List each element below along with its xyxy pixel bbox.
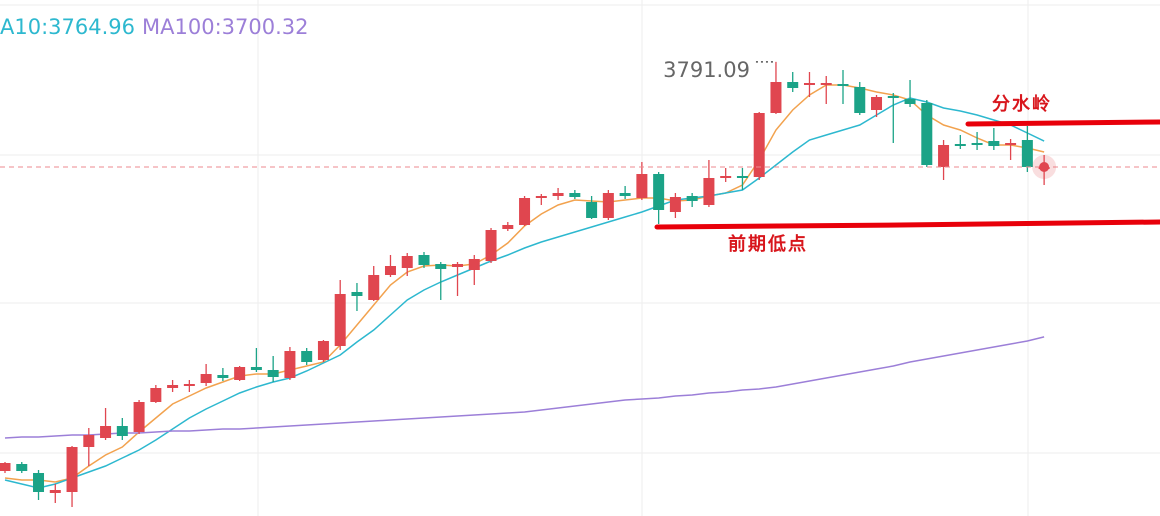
candle-body — [971, 143, 983, 145]
candle-body — [83, 435, 95, 447]
candle-body — [854, 87, 866, 113]
candle-body — [988, 141, 1000, 146]
candle-body — [636, 174, 648, 198]
candle-body — [519, 198, 531, 225]
candle-body — [334, 294, 346, 346]
candle-body — [1005, 143, 1017, 145]
candle-body — [720, 176, 732, 178]
candle-body — [703, 178, 715, 205]
candle-body — [602, 193, 614, 218]
candle-body — [234, 367, 246, 380]
candle-body — [452, 264, 464, 267]
candle-body — [619, 193, 631, 196]
ma-line — [4, 336, 1045, 439]
candle-body — [871, 97, 883, 110]
annotation: 分水岭 — [992, 93, 1052, 115]
ma-line — [4, 97, 1045, 489]
candle-body — [284, 351, 296, 378]
candle-body — [16, 464, 28, 471]
candle-body — [586, 202, 598, 218]
candle-body — [183, 384, 195, 386]
ma-line — [4, 84, 1045, 483]
candle-body — [200, 374, 212, 383]
candle-body — [686, 196, 698, 201]
legend-entry: MA100:3700.32 — [142, 15, 308, 39]
candle-body — [770, 82, 782, 113]
candle-body — [535, 196, 547, 198]
candle-body — [351, 292, 363, 296]
candle-body — [301, 351, 313, 362]
candle-body — [368, 275, 380, 300]
candle-body — [100, 426, 112, 438]
candle-body — [133, 402, 145, 432]
candle-body — [653, 174, 665, 210]
candle-body — [49, 490, 61, 493]
candle-body — [887, 96, 899, 98]
last-price-dot — [1039, 162, 1050, 172]
annotation-stroke — [965, 119, 1160, 127]
annotation-stroke — [654, 219, 1160, 230]
candle-body — [116, 426, 128, 436]
candle-body — [552, 193, 564, 196]
candle-body — [736, 176, 748, 178]
candle-body — [435, 264, 447, 269]
candle-body — [150, 388, 162, 402]
overlay: 分水岭 前期低点 A10:3764.96 MA100:3700.32 3791.… — [0, 15, 1160, 255]
candles — [0, 61, 1050, 507]
legend-entry: A10:3764.96 — [0, 15, 135, 39]
candle-body — [938, 145, 950, 167]
annotation: 前期低点 — [728, 233, 808, 255]
candle-body — [921, 103, 933, 165]
candle-body — [485, 230, 497, 261]
candle-body — [787, 82, 799, 88]
candle-body — [167, 385, 179, 388]
candle-body — [753, 113, 765, 177]
ma-lines — [4, 84, 1045, 489]
candle-body — [502, 225, 514, 229]
candle-body — [0, 463, 11, 471]
candle-body — [217, 375, 229, 378]
candle-body — [837, 84, 849, 86]
candle-body — [317, 341, 329, 360]
candle-body — [803, 83, 815, 85]
candle-body — [401, 256, 413, 268]
high-label: 3791.09 — [663, 58, 750, 82]
candle-body — [820, 83, 832, 85]
candle-body — [954, 144, 966, 146]
candle-body — [418, 255, 430, 265]
candle-body — [904, 99, 916, 104]
candle-body — [33, 473, 45, 492]
candle-body — [1021, 140, 1033, 167]
candle-body — [384, 266, 396, 275]
candle-body — [250, 367, 262, 370]
candle-body — [669, 197, 681, 212]
candle-body — [569, 193, 581, 197]
candle-body — [468, 259, 480, 270]
candle-body — [66, 447, 78, 492]
candle-body — [267, 370, 279, 377]
